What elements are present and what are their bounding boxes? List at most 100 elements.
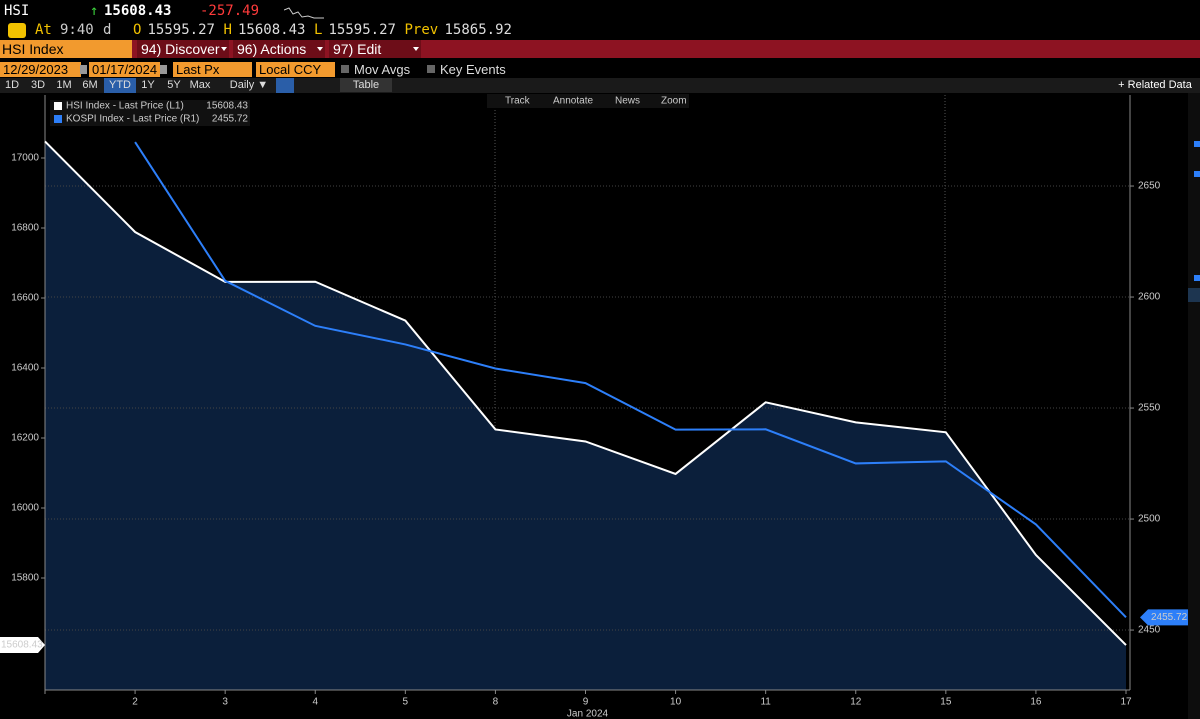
y-tick-label: 17000 xyxy=(11,153,39,164)
quote-value: 15595.27 xyxy=(147,22,215,38)
calendar-icon xyxy=(160,65,167,74)
controls: 12/29/2023 01/17/2024 Last Px Local CCY … xyxy=(0,60,1200,77)
quote-value: 15865.92 xyxy=(444,22,512,38)
currency[interactable]: Local CCY xyxy=(256,62,335,77)
x-tick-label: 10 xyxy=(670,697,682,708)
range-button[interactable]: Max xyxy=(189,79,211,91)
side-marker xyxy=(1194,275,1200,281)
calendar-icon xyxy=(80,65,87,74)
x-tick-label: 12 xyxy=(850,697,862,708)
line xyxy=(134,141,1127,619)
range-button[interactable]: 1Y xyxy=(141,79,155,91)
last-value-tag xyxy=(0,637,45,654)
side-marker xyxy=(1194,171,1200,177)
range-button[interactable]: 1M xyxy=(56,79,72,91)
start-date[interactable]: 12/29/2023 xyxy=(0,62,81,77)
x-tick-label: 15 xyxy=(940,697,952,708)
sparkline xyxy=(284,7,324,19)
toolbar-item: Track xyxy=(505,96,531,107)
side-marker xyxy=(1188,288,1200,302)
y-tick-label: 15800 xyxy=(11,573,39,584)
price: 15608.43 xyxy=(104,3,172,19)
x-tick-label: 16 xyxy=(1030,697,1042,708)
legend-value: 15608.43 xyxy=(206,101,248,112)
y-tick-label: 16600 xyxy=(11,293,39,304)
ticker: HSI xyxy=(4,3,30,19)
dropdown-arrow xyxy=(413,47,419,51)
legend-background xyxy=(50,113,250,126)
option[interactable]: Key Events xyxy=(440,62,506,77)
quote-label: Prev xyxy=(404,22,439,38)
y-tick-label: 16000 xyxy=(11,503,39,514)
option[interactable]: Mov Avgs xyxy=(354,62,411,77)
y-tick-label: 16400 xyxy=(11,363,39,374)
x-tick-label: 2 xyxy=(132,697,138,708)
y2-tick-label: 2550 xyxy=(1138,403,1161,414)
y2-tick-label: 2650 xyxy=(1138,181,1161,192)
toolbar-item: News xyxy=(615,96,640,107)
quote-value: 15595.27 xyxy=(328,22,396,38)
x-tick-label: 4 xyxy=(312,697,318,708)
chart-icon[interactable] xyxy=(276,78,294,93)
legend-swatch xyxy=(54,102,62,110)
legend-label: KOSPI Index - Last Price (R1) xyxy=(66,114,199,125)
security[interactable]: HSI Index xyxy=(0,40,132,58)
legend-background xyxy=(50,100,250,113)
checkbox[interactable] xyxy=(427,65,435,73)
menu-item[interactable]: 96) Actions xyxy=(233,40,325,58)
x-tick-label: 11 xyxy=(760,697,771,708)
toolbar xyxy=(487,94,689,108)
x-tick-label: 5 xyxy=(403,697,409,708)
table-button[interactable]: Table xyxy=(340,78,392,92)
x-tick-label: 17 xyxy=(1120,697,1132,708)
range-button[interactable]: YTD xyxy=(104,78,136,93)
frequency[interactable]: Daily ▼ xyxy=(229,79,269,91)
related-data[interactable]: + Related Data xyxy=(1118,79,1192,91)
y2-tick-label: 2600 xyxy=(1138,292,1161,303)
last-value-label: 15608.43 xyxy=(1,640,43,651)
quote-label: H xyxy=(223,22,232,38)
quote-value: 15608.43 xyxy=(238,22,306,38)
checkbox[interactable] xyxy=(341,65,349,73)
field[interactable]: Last Px xyxy=(173,62,252,77)
arrow: ↑ xyxy=(90,3,99,19)
time-bar: At 9:40 d O 15595.27 H 15608.43 L 15595.27 Pre… xyxy=(0,22,1200,40)
y2-tick-label: 2450 xyxy=(1138,625,1161,636)
y2-tick-label: 2500 xyxy=(1138,514,1161,525)
dropdown-arrow xyxy=(221,47,227,51)
last-value-label: 2455.72 xyxy=(1151,612,1188,623)
end-date[interactable]: 01/17/2024 xyxy=(89,62,160,77)
menu-item[interactable]: 97) Edit xyxy=(329,40,421,58)
side-marker xyxy=(1194,141,1200,147)
quote-label: L xyxy=(314,22,323,38)
legend-value: 2455.72 xyxy=(212,114,249,125)
range-bar: 1D 3D 1M 6M YTD 1Y 5Y Max Daily ▼ Table + Relat… xyxy=(0,78,1200,93)
time-label: At xyxy=(35,22,52,38)
icon xyxy=(8,23,26,38)
menu-bar: HSI Index 94) Discover 96) Actions 97) Edi… xyxy=(0,40,1200,58)
range-button[interactable]: 3D xyxy=(30,79,46,91)
quote-bar: HSI ↑ 15608.43 -257.49 xyxy=(0,0,1200,22)
time: 9:40 xyxy=(60,22,94,38)
range-button[interactable]: 1D xyxy=(4,79,20,91)
toolbar-item: Annotate xyxy=(553,96,593,107)
y-tick-label: 16200 xyxy=(11,433,39,444)
change: -257.49 xyxy=(200,3,260,19)
quote-label: O xyxy=(133,22,142,38)
legend-label: HSI Index - Last Price (L1) xyxy=(66,101,184,112)
x-tick-label: 8 xyxy=(493,697,499,708)
last-value-tag xyxy=(1140,609,1188,626)
menu-item[interactable]: 94) Discover xyxy=(137,40,229,58)
x-axis-label: Jan 2024 xyxy=(567,709,609,719)
side-panel xyxy=(1188,93,1200,719)
dropdown-arrow xyxy=(317,47,323,51)
x-tick-label: 3 xyxy=(222,697,228,708)
range-button[interactable]: 6M xyxy=(82,79,98,91)
chart: Track Annotate News Zoom 15800 16000 16200 1640… xyxy=(0,93,1200,719)
legend-swatch xyxy=(54,115,62,123)
area xyxy=(45,141,1126,690)
range-button[interactable]: 5Y xyxy=(167,79,181,91)
x-tick-label: 9 xyxy=(583,697,589,708)
time-suffix: d xyxy=(103,22,112,38)
